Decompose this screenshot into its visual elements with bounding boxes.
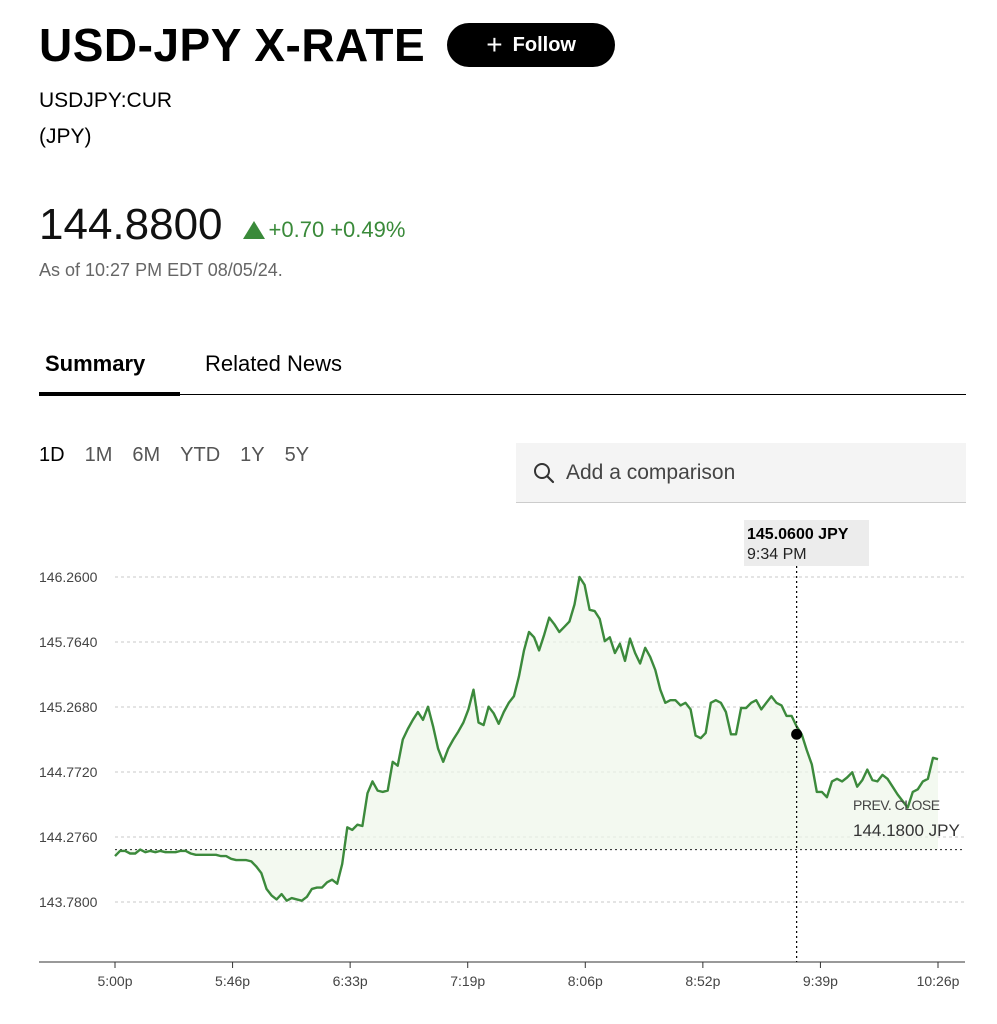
y-tick-label: 144.7720 [39,764,98,780]
range-1y[interactable]: 1Y [240,444,265,466]
follow-label: Follow [512,33,576,56]
x-tick-label: 6:33p [333,973,368,989]
x-tick-label: 5:00p [97,973,132,989]
change-display: +0.70 +0.49% [242,217,406,243]
x-tick-label: 8:06p [568,973,603,989]
page-title: USD-JPY X-RATE [39,19,426,71]
ticker-symbol: USDJPY:CUR [39,89,173,112]
tooltip-time: 9:34 PM [747,546,807,563]
price-row: 144.8800 +0.70 +0.49% [39,198,405,252]
tab-summary[interactable]: Summary [45,351,146,376]
change-value: +0.70 [268,217,325,242]
y-tick-label: 145.2680 [39,699,98,715]
tab-bar: Summary Related News [39,345,966,396]
change-percent: +0.49% [330,217,406,242]
tab-related-news[interactable]: Related News [205,351,342,376]
comparison-placeholder: Add a comparison [566,460,736,484]
x-tick-label: 5:46p [215,973,250,989]
triangle-up-icon [242,221,265,239]
tooltip-box [744,520,869,566]
plus-icon: + [486,29,503,60]
range-selector: 1D 1M 6M YTD 1Y 5Y [39,444,329,467]
follow-button[interactable]: + Follow [447,23,616,67]
range-5y[interactable]: 5Y [284,444,310,466]
range-1m[interactable]: 1M [84,444,113,466]
tooltip-value: 145.0600 JPY [747,526,849,543]
search-icon [534,462,555,483]
price-value: 144.8800 [39,200,223,249]
header: USD-JPY X-RATE + Follow [39,18,616,72]
prev-close-value: 144.1800 JPY [853,821,960,840]
y-tick-label: 143.7800 [39,894,98,910]
y-tick-label: 144.2760 [39,829,98,845]
range-6m[interactable]: 6M [132,444,161,466]
currency-label: (JPY) [39,125,92,148]
prev-close-label: PREV. CLOSE [853,797,940,813]
as-of-timestamp: As of 10:27 PM EDT 08/05/24. [39,260,283,280]
comparison-search[interactable]: Add a comparison [516,443,966,503]
range-ytd[interactable]: YTD [180,444,221,466]
range-1d[interactable]: 1D [39,444,65,466]
y-tick-label: 145.7640 [39,634,98,650]
active-tab-indicator [39,392,180,396]
x-tick-label: 8:52p [685,973,720,989]
tooltip-point [791,728,803,740]
x-tick-label: 9:39p [803,973,838,989]
y-tick-label: 146.2600 [39,569,98,585]
x-tick-label: 7:19p [450,973,485,989]
area-fill [115,577,938,901]
x-tick-label: 10:26p [917,973,960,989]
